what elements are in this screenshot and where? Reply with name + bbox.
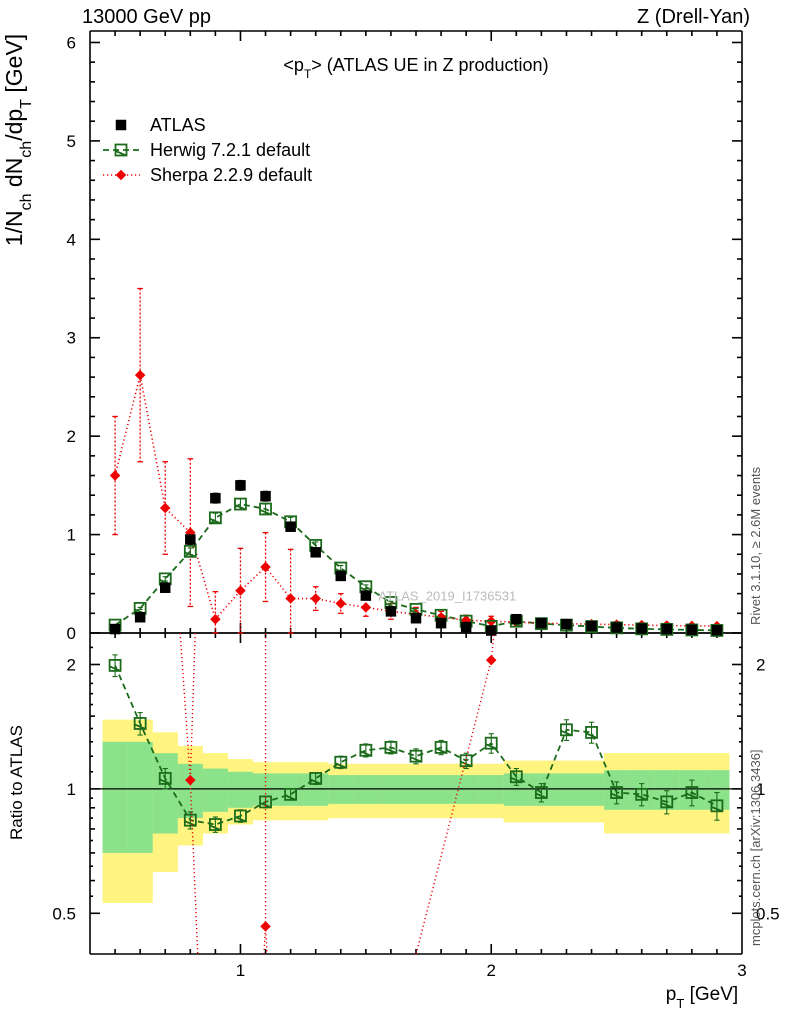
svg-text:0.5: 0.5 bbox=[52, 904, 76, 923]
svg-text:Z (Drell-Yan): Z (Drell-Yan) bbox=[637, 6, 750, 28]
svg-text:1: 1 bbox=[67, 526, 76, 545]
svg-text:ATLAS: ATLAS bbox=[150, 115, 206, 135]
svg-text:2: 2 bbox=[67, 656, 76, 675]
svg-text:2: 2 bbox=[486, 961, 495, 980]
svg-text:5: 5 bbox=[67, 132, 76, 151]
svg-text:mcplots.cern.ch [arXiv:1306.34: mcplots.cern.ch [arXiv:1306.3436] bbox=[748, 749, 763, 946]
svg-text:6: 6 bbox=[67, 33, 76, 52]
svg-text:13000 GeV pp: 13000 GeV pp bbox=[82, 6, 211, 28]
svg-text:3: 3 bbox=[67, 329, 76, 348]
svg-text:2: 2 bbox=[67, 427, 76, 446]
svg-text:1: 1 bbox=[236, 961, 245, 980]
svg-text:1: 1 bbox=[67, 780, 76, 799]
svg-text:Sherpa 2.2.9 default: Sherpa 2.2.9 default bbox=[150, 165, 312, 185]
svg-text:Rivet 3.1.10, ≥ 2.6M events: Rivet 3.1.10, ≥ 2.6M events bbox=[748, 466, 763, 625]
svg-text:2: 2 bbox=[756, 656, 765, 675]
svg-text:Ratio to ATLAS: Ratio to ATLAS bbox=[7, 725, 26, 840]
svg-text:ATLAS_2019_I1736531: ATLAS_2019_I1736531 bbox=[378, 589, 516, 604]
svg-text:0: 0 bbox=[67, 624, 76, 643]
svg-text:Herwig 7.2.1 default: Herwig 7.2.1 default bbox=[150, 140, 310, 160]
svg-text:4: 4 bbox=[67, 230, 76, 249]
svg-text:3: 3 bbox=[737, 961, 746, 980]
